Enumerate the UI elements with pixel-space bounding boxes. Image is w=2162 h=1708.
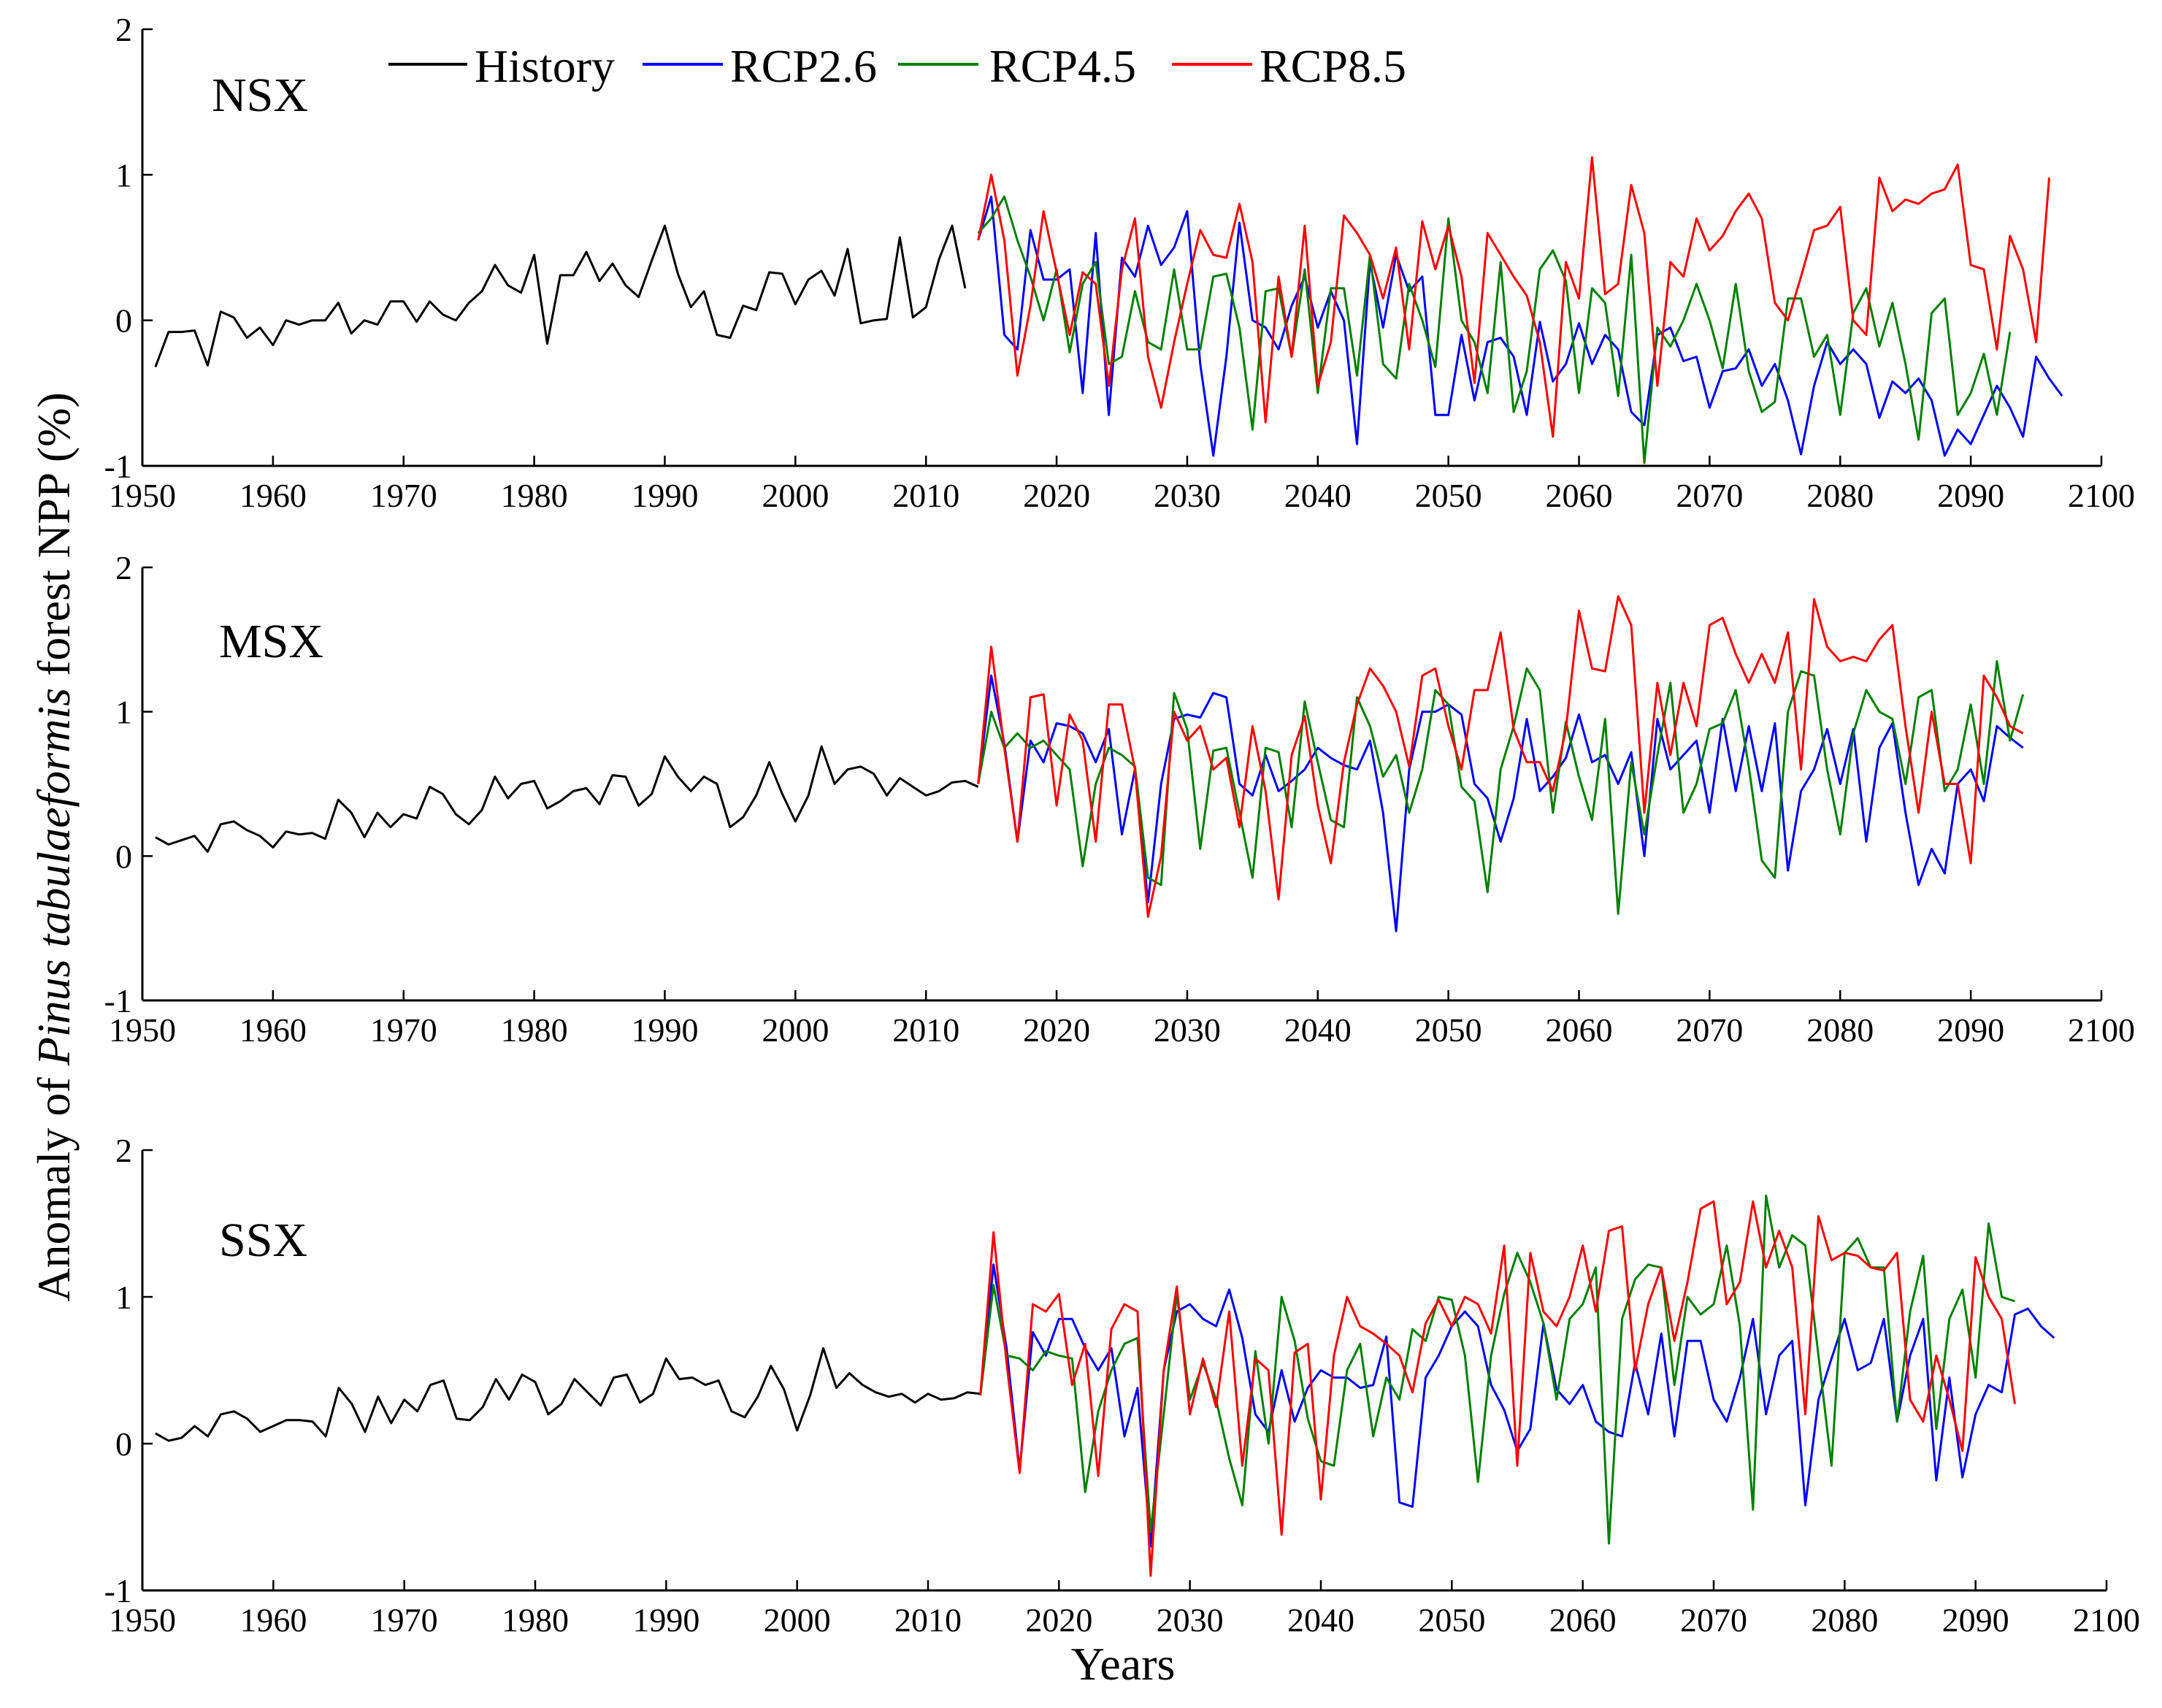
x-tick-label-ssx: 1970 bbox=[371, 1601, 438, 1639]
x-tick-label-msx: 2050 bbox=[1415, 1011, 1482, 1049]
x-tick-label-msx: 2000 bbox=[762, 1011, 829, 1049]
series-rcp45-ssx bbox=[979, 1194, 2015, 1545]
y-tick-label-ssx: -1 bbox=[104, 1572, 132, 1609]
x-tick-label-ssx: 2090 bbox=[1942, 1601, 2009, 1639]
legend-label-history: History bbox=[475, 40, 615, 92]
x-tick-label-ssx: 2030 bbox=[1157, 1601, 1224, 1639]
x-tick-label-ssx: 2020 bbox=[1025, 1601, 1092, 1639]
x-tick-label-msx: 2080 bbox=[1806, 1011, 1874, 1049]
x-tick-label-ssx: 1990 bbox=[632, 1601, 699, 1639]
y-tick-label-ssx: 0 bbox=[115, 1425, 132, 1463]
x-tick-label-msx: 2040 bbox=[1284, 1011, 1352, 1049]
x-tick-label-nsx: 2030 bbox=[1154, 477, 1221, 514]
x-tick-label-ssx: 1950 bbox=[109, 1601, 176, 1639]
series-rcp45-nsx bbox=[977, 195, 2012, 464]
legend: History RCP2.6 RCP4.5 RCP8.5 bbox=[388, 40, 1406, 92]
y-tick-label-msx: -1 bbox=[104, 982, 132, 1019]
x-tick-label-msx: 2020 bbox=[1023, 1011, 1090, 1049]
y-tick-label-msx: 0 bbox=[115, 838, 132, 875]
y-axis-label: Anomaly of Pinus tabulaeformis forest NP… bbox=[28, 392, 80, 1302]
x-tick-label-nsx: 1960 bbox=[239, 477, 307, 514]
x-tick-label-msx: 2070 bbox=[1676, 1011, 1743, 1049]
x-tick-label-nsx: 2050 bbox=[1415, 477, 1482, 514]
x-tick-label-ssx: 2040 bbox=[1287, 1601, 1354, 1639]
y-tick-label-nsx: 0 bbox=[115, 302, 132, 340]
legend-label-rcp26: RCP2.6 bbox=[730, 40, 877, 92]
x-tick-label-ssx: 2060 bbox=[1549, 1601, 1617, 1639]
series-rcp85-nsx bbox=[977, 156, 2050, 438]
x-tick-label-msx: 1990 bbox=[631, 1011, 698, 1049]
y-tick-label-msx: 1 bbox=[115, 694, 132, 731]
x-tick-label-msx: 2030 bbox=[1154, 1011, 1221, 1049]
series-rcp26-msx bbox=[977, 674, 2024, 932]
x-tick-label-nsx: 2080 bbox=[1806, 477, 1874, 514]
series-history-nsx bbox=[154, 224, 967, 368]
y-tick-label-nsx: -1 bbox=[104, 448, 132, 485]
panel-title-ssx: SSX bbox=[219, 1214, 307, 1267]
x-tick-label-nsx: 2070 bbox=[1676, 477, 1743, 514]
x-tick-label-msx: 1970 bbox=[370, 1011, 437, 1049]
x-tick-label-nsx: 2000 bbox=[762, 477, 829, 514]
series-rcp85-ssx bbox=[979, 1200, 2016, 1577]
x-tick-label-msx: 2100 bbox=[2068, 1011, 2135, 1049]
x-tick-label-nsx: 1990 bbox=[631, 477, 698, 514]
series-lines bbox=[154, 156, 2063, 1577]
x-tick-label-ssx: 1980 bbox=[502, 1601, 569, 1639]
x-tick-label-ssx: 2050 bbox=[1418, 1601, 1485, 1639]
panel-title-nsx: NSX bbox=[212, 69, 308, 122]
x-tick-label-nsx: 2060 bbox=[1546, 477, 1613, 514]
panel-title-msx: MSX bbox=[219, 615, 323, 668]
x-tick-label-msx: 2090 bbox=[1937, 1011, 2004, 1049]
y-tick-label-ssx: 2 bbox=[115, 1132, 132, 1169]
series-rcp26-nsx bbox=[977, 195, 2063, 457]
series-history-msx bbox=[155, 745, 979, 853]
x-tick-label-nsx: 1970 bbox=[370, 477, 437, 514]
x-tick-label-nsx: 2010 bbox=[892, 477, 959, 514]
x-tick-label-ssx: 2000 bbox=[764, 1601, 831, 1639]
legend-label-rcp85: RCP8.5 bbox=[1260, 40, 1406, 92]
y-tick-label-nsx: 2 bbox=[115, 11, 132, 48]
x-tick-label-msx: 1960 bbox=[239, 1011, 307, 1049]
x-tick-label-ssx: 2100 bbox=[2073, 1601, 2140, 1639]
axis-ticks: 1950 1960 1970 1980 1990 2000 2010 2020 2030 2040… bbox=[104, 11, 2140, 1639]
series-rcp85-msx bbox=[977, 595, 2024, 918]
x-tick-label-msx: 2060 bbox=[1546, 1011, 1613, 1049]
x-tick-label-nsx: 2040 bbox=[1284, 477, 1352, 514]
y-tick-label-ssx: 1 bbox=[115, 1279, 132, 1316]
x-tick-label-msx: 1980 bbox=[501, 1011, 568, 1049]
x-tick-label-nsx: 2020 bbox=[1023, 477, 1090, 514]
panel-frames bbox=[141, 29, 2107, 1592]
x-tick-label-nsx: 2100 bbox=[2068, 477, 2135, 514]
x-tick-label-ssx: 1960 bbox=[239, 1601, 307, 1639]
x-tick-label-msx: 1950 bbox=[109, 1011, 176, 1049]
series-history-ssx bbox=[155, 1347, 981, 1442]
x-tick-label-ssx: 2070 bbox=[1680, 1601, 1747, 1639]
x-tick-label-nsx: 1950 bbox=[109, 477, 176, 514]
x-tick-label-msx: 2010 bbox=[892, 1011, 959, 1049]
x-tick-label-ssx: 2080 bbox=[1811, 1601, 1878, 1639]
series-rcp45-msx bbox=[977, 660, 2025, 915]
x-axis-label: Years bbox=[1071, 1638, 1176, 1690]
legend-label-rcp45: RCP4.5 bbox=[989, 40, 1136, 92]
x-tick-label-nsx: 2090 bbox=[1937, 477, 2004, 514]
x-tick-label-ssx: 2010 bbox=[894, 1601, 962, 1639]
y-tick-label-msx: 2 bbox=[115, 549, 132, 586]
y-tick-label-nsx: 1 bbox=[115, 156, 132, 194]
x-tick-label-nsx: 1980 bbox=[501, 477, 568, 514]
